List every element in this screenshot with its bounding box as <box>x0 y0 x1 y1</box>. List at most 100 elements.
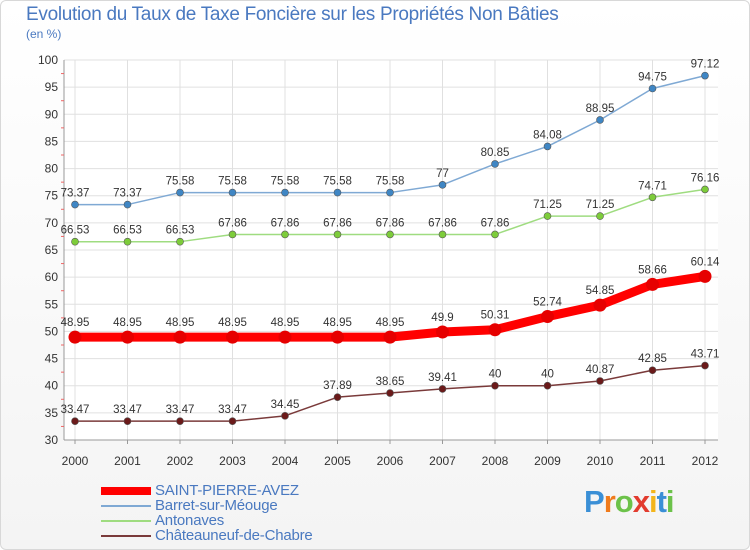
y-tick-label: 85 <box>45 134 59 148</box>
data-label: 97.12 <box>691 59 720 71</box>
data-point <box>281 230 289 239</box>
data-label: 48.95 <box>166 317 195 329</box>
data-label: 75.58 <box>376 176 405 188</box>
data-point <box>281 412 289 420</box>
data-point <box>226 330 239 344</box>
y-tick-label: 75 <box>45 189 59 203</box>
data-point <box>543 142 552 151</box>
data-point <box>543 212 552 220</box>
data-point <box>596 212 604 220</box>
x-tick-label: 2007 <box>429 454 456 468</box>
data-point <box>648 193 657 202</box>
data-point <box>278 330 292 344</box>
data-label: 33.47 <box>218 404 247 416</box>
proxiti-logo: Proxiti <box>584 484 674 520</box>
logo-letter: t <box>656 484 667 519</box>
data-label: 40.87 <box>586 364 615 376</box>
data-point <box>488 323 502 337</box>
legend-swatch <box>101 535 151 537</box>
data-point <box>176 237 184 246</box>
data-label: 71.25 <box>533 199 562 211</box>
y-tick-label: 40 <box>45 379 59 393</box>
data-point <box>333 188 342 197</box>
y-tick-label: 90 <box>45 107 59 121</box>
data-label: 60.14 <box>691 256 720 268</box>
y-tick-label: 60 <box>45 270 59 284</box>
data-label: 75.58 <box>166 176 195 188</box>
data-point <box>228 188 237 197</box>
data-point <box>71 237 79 246</box>
data-label: 66.53 <box>113 225 142 237</box>
y-tick-label: 50 <box>45 324 59 338</box>
data-point <box>648 366 657 375</box>
data-label: 39.41 <box>428 372 457 384</box>
data-point <box>281 188 289 197</box>
x-tick-label: 2008 <box>482 454 509 468</box>
data-label: 52.74 <box>533 297 562 309</box>
data-point <box>176 417 184 425</box>
data-point <box>593 298 607 312</box>
data-label: 73.37 <box>61 188 90 200</box>
data-point <box>698 269 712 283</box>
data-label: 71.25 <box>586 199 615 211</box>
data-point <box>701 71 709 80</box>
y-tick-label: 100 <box>38 53 58 67</box>
logo-letter: r <box>603 484 616 519</box>
data-label: 33.47 <box>113 404 142 416</box>
data-point <box>491 230 499 239</box>
data-label: 80.85 <box>481 147 510 159</box>
x-tick-label: 2004 <box>272 454 299 468</box>
x-tick-label: 2012 <box>692 454 719 468</box>
data-point <box>648 84 657 93</box>
data-label: 48.95 <box>271 317 300 329</box>
legend-label: SAINT-PIERRE-AVEZ <box>155 482 299 499</box>
data-point <box>173 330 187 344</box>
data-point <box>228 417 237 425</box>
data-point <box>386 188 394 197</box>
y-tick-label: 95 <box>45 80 59 94</box>
data-label: 43.71 <box>691 349 720 361</box>
data-label: 76.16 <box>691 172 720 184</box>
data-label: 33.47 <box>166 404 195 416</box>
data-label: 42.85 <box>638 353 667 365</box>
logo-letter: i <box>648 484 658 519</box>
data-point <box>331 330 344 344</box>
data-point <box>383 330 397 344</box>
data-point <box>123 200 132 209</box>
logo-letter: o <box>614 484 634 519</box>
data-label: 50.31 <box>481 310 510 322</box>
data-label: 77 <box>436 168 449 180</box>
data-point <box>386 389 394 397</box>
data-point <box>541 310 554 324</box>
data-point <box>438 181 447 189</box>
data-point <box>543 381 552 390</box>
data-label: 75.58 <box>218 176 247 188</box>
legend-swatch <box>101 520 151 522</box>
data-label: 40 <box>541 369 554 381</box>
data-point <box>123 237 132 246</box>
data-label: 67.86 <box>376 217 405 229</box>
x-tick-label: 2003 <box>219 454 246 468</box>
data-point <box>596 377 604 385</box>
data-label: 48.95 <box>323 317 352 329</box>
y-tick-label: 35 <box>45 406 59 420</box>
y-tick-label: 30 <box>45 433 59 447</box>
data-label: 88.95 <box>586 103 615 115</box>
data-label: 75.58 <box>323 176 352 188</box>
data-label: 94.75 <box>638 72 667 84</box>
data-point <box>68 330 82 344</box>
data-label: 37.89 <box>323 380 352 392</box>
data-point <box>438 385 447 393</box>
y-tick-label: 55 <box>45 297 59 311</box>
y-tick-label: 70 <box>45 216 59 230</box>
data-point <box>386 230 394 239</box>
data-label: 48.95 <box>376 317 405 329</box>
logo-letter: i <box>665 484 675 519</box>
legend-label: Châteauneuf-de-Chabre <box>155 527 313 544</box>
legend-swatch <box>101 487 151 495</box>
data-label: 67.86 <box>218 217 247 229</box>
x-tick-label: 2006 <box>377 454 404 468</box>
x-tick-label: 2002 <box>167 454 194 468</box>
y-tick-label: 65 <box>45 243 59 257</box>
